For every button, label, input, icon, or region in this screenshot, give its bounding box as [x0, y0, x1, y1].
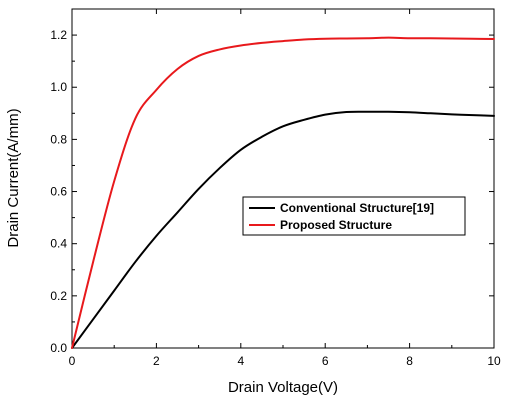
legend-box: [242, 196, 466, 236]
x-tick-label: 10: [487, 354, 501, 368]
series-line-conventional: [71, 110, 495, 349]
series-layer: [71, 36, 495, 349]
series-line-proposed: [71, 36, 495, 349]
legend: Conventional Structure[19] Proposed Stru…: [242, 196, 466, 236]
legend-label-conventional: Conventional Structure[19]: [280, 201, 434, 215]
y-tick-label: 0.0: [50, 341, 67, 355]
y-axis-title: Drain Current(A/mm): [5, 108, 22, 247]
y-tick-label: 1.0: [50, 80, 67, 94]
x-tick-label: 0: [69, 354, 76, 368]
y-tick-label: 0.8: [50, 132, 67, 146]
y-axis-ticks: 0.0 0.2 0.4 0.6 0.8 1.0 1.2: [50, 8, 494, 355]
x-axis-title: Drain Voltage(V): [228, 379, 338, 396]
legend-label-proposed: Proposed Structure: [280, 218, 392, 232]
x-tick-label: 4: [237, 354, 244, 368]
y-tick-label: 0.4: [50, 237, 67, 251]
y-tick-label: 0.6: [50, 185, 67, 199]
x-tick-label: 8: [406, 354, 413, 368]
x-tick-label: 6: [322, 354, 329, 368]
y-tick-label: 0.2: [50, 289, 67, 303]
y-tick-label: 1.2: [50, 28, 67, 42]
x-tick-label: 2: [153, 354, 160, 368]
